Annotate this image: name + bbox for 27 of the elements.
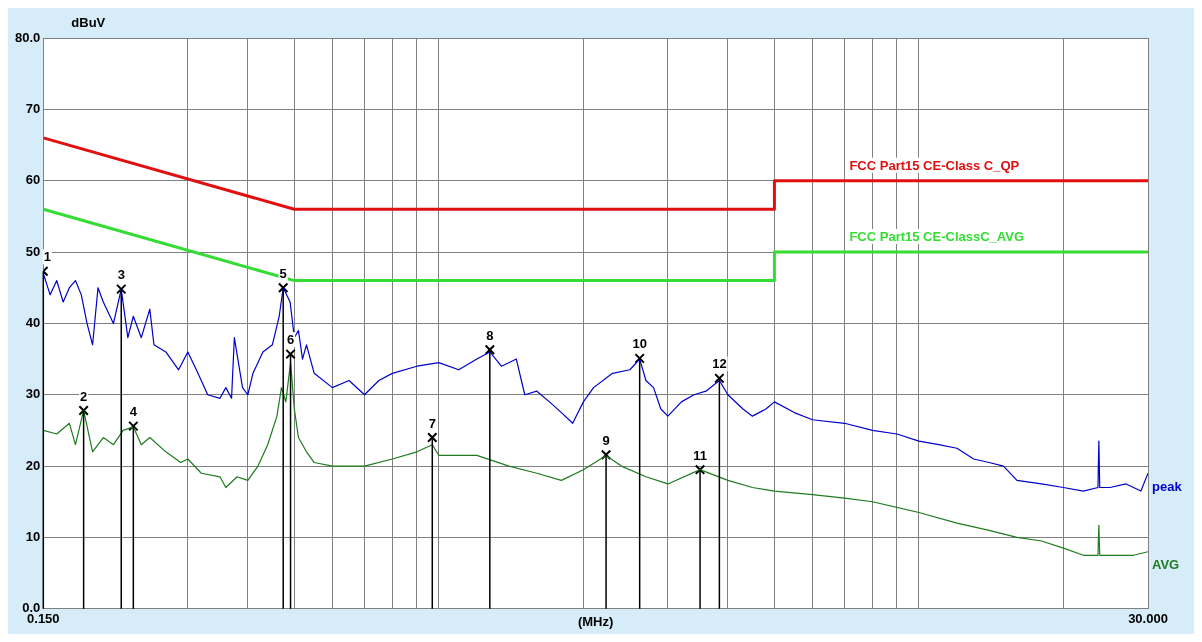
annotation: 12 <box>712 356 727 372</box>
y-tick-label: 10 <box>25 529 41 545</box>
y-tick-label: 70 <box>25 100 41 116</box>
annotation: 9 <box>602 432 610 448</box>
annotation: 4 <box>129 404 138 420</box>
y-tick-label: 60 <box>25 172 41 188</box>
annotation: 5 <box>279 265 287 281</box>
y-tick-label: 30 <box>25 386 41 402</box>
annotation: 11 <box>693 447 707 463</box>
series-label: FCC Part15 CE-Class C_QP <box>849 157 1020 173</box>
x-tick-label: 0.150 <box>27 611 60 627</box>
x-tick-label: 30.000 <box>1128 611 1168 627</box>
y-tick-label: 80.0 <box>14 29 41 45</box>
x-axis-title: (MHz) <box>577 613 614 629</box>
annotation: 1 <box>43 249 51 265</box>
annotation: 2 <box>80 388 88 404</box>
series-label: peak <box>1152 478 1183 494</box>
y-axis-title: dBuV <box>71 15 106 31</box>
annotation: 7 <box>428 415 436 431</box>
annotation: 10 <box>632 336 647 352</box>
annotation: 3 <box>117 267 125 283</box>
series-label: FCC Part15 CE-ClassC_AVG <box>849 229 1025 245</box>
y-tick-label: 20 <box>25 457 41 473</box>
series-label: AVG <box>1152 557 1180 573</box>
y-tick-label: 50 <box>25 243 41 259</box>
y-tick-label: 40 <box>25 314 41 330</box>
annotation: 8 <box>486 327 494 343</box>
